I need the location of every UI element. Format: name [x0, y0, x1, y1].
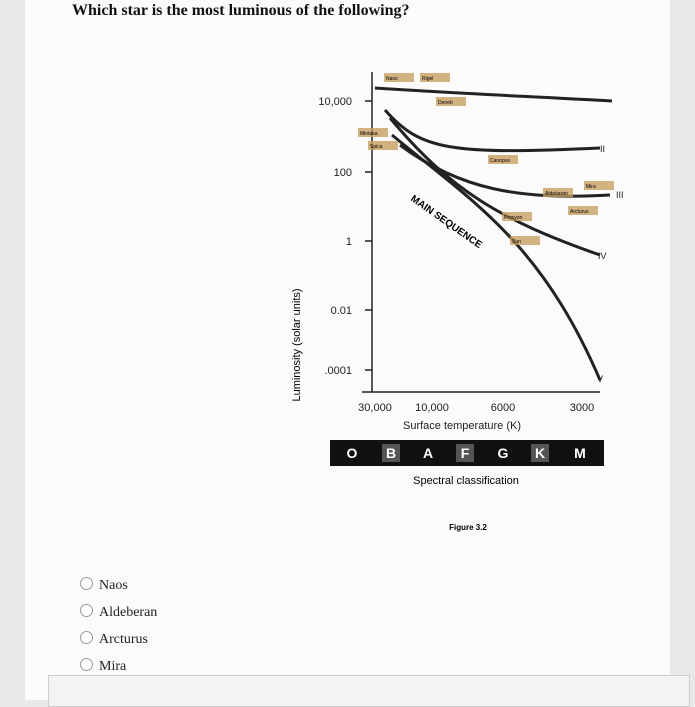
- y-tick-label: 0.01: [331, 305, 352, 317]
- x-tick-label: 3000: [570, 402, 594, 414]
- star-tag: [543, 188, 573, 197]
- star-tag: [358, 128, 388, 137]
- star-name: Sun: [512, 239, 521, 245]
- radio[interactable]: [80, 658, 93, 671]
- star-tag: [568, 206, 598, 215]
- star-name: Arcturus: [570, 209, 589, 215]
- option-text: Arcturus: [99, 632, 148, 647]
- star-name: Rigel: [422, 76, 433, 82]
- star-tag: [436, 97, 466, 106]
- option-text: Aldeberan: [99, 605, 158, 620]
- y-tick-label: 100: [334, 167, 352, 179]
- luminosity-class: III: [616, 190, 624, 200]
- spectral-label: Spectral classification: [413, 475, 519, 487]
- star-tag: [502, 212, 532, 221]
- star-tag: [368, 141, 398, 150]
- radio[interactable]: [80, 604, 93, 617]
- caption: Figure 3.2: [449, 523, 487, 532]
- option-text: Naos: [99, 578, 128, 593]
- class-box: [382, 444, 400, 462]
- class-box: [419, 444, 437, 462]
- class-box: [456, 444, 474, 462]
- spectral-class: G: [498, 445, 509, 461]
- question: Which star is the most luminous of the f…: [72, 2, 410, 19]
- star-name: Mira: [586, 184, 596, 190]
- star-name: Deneb: [438, 100, 453, 106]
- luminosity-class: V: [597, 374, 603, 384]
- star-tag: [584, 181, 614, 190]
- option-text: Mira: [99, 659, 127, 674]
- class-box: [571, 444, 589, 462]
- star-tag: [510, 236, 540, 245]
- class-box: [531, 444, 549, 462]
- spectral-class: M: [574, 445, 586, 461]
- radio[interactable]: [80, 577, 93, 590]
- star-tag: [420, 73, 450, 82]
- input-bar: [48, 675, 690, 707]
- star-name: Canopus: [490, 158, 511, 164]
- star-name: Mintaka: [360, 131, 378, 137]
- class-box: [494, 444, 512, 462]
- x-tick-label: 6000: [491, 402, 515, 414]
- y-tick-label: .0001: [324, 365, 352, 377]
- spectral-class: O: [347, 445, 358, 461]
- y-axis-label: Luminosity (solar units): [291, 288, 303, 401]
- star-name: Procyon: [504, 215, 523, 221]
- answer-option[interactable]: Arcturus: [80, 631, 148, 648]
- radio[interactable]: [80, 631, 93, 644]
- answer-option[interactable]: Mira: [80, 658, 126, 675]
- luminosity-class: IV: [598, 251, 607, 261]
- class-box: [343, 444, 361, 462]
- spectral-class: F: [461, 445, 470, 461]
- spectral-class: B: [386, 445, 396, 461]
- figure: Luminosity (solar units) 10,000 100 1 0.…: [291, 72, 624, 532]
- answer-option[interactable]: Naos: [80, 577, 128, 594]
- question-card: [25, 0, 670, 700]
- x-tick-label: 30,000: [358, 402, 392, 414]
- star-tag: [384, 73, 414, 82]
- luminosity-class: II: [600, 144, 605, 154]
- star-name: Naos: [386, 76, 398, 82]
- answer-option[interactable]: Aldeberan: [80, 604, 157, 621]
- x-tick-label: 10,000: [415, 402, 449, 414]
- spectral-class: A: [423, 445, 433, 461]
- spectral-class: K: [535, 445, 545, 461]
- star-name: Aldebaran: [545, 191, 568, 197]
- y-tick-label: 10,000: [318, 96, 352, 108]
- y-tick-label: 1: [346, 236, 352, 248]
- star-tag: [488, 155, 518, 164]
- x-axis-label: Surface temperature (K): [403, 420, 521, 432]
- star-name: Spica: [370, 144, 383, 150]
